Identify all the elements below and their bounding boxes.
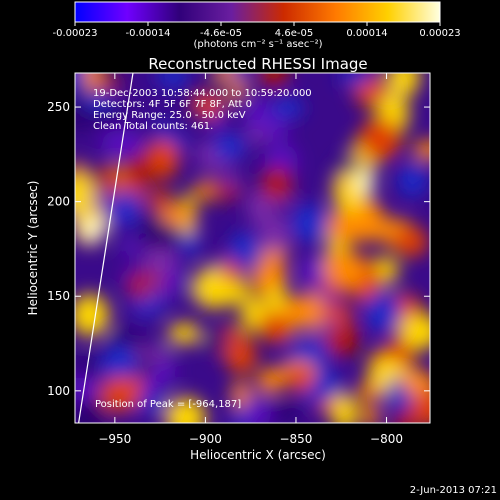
heatmap-blob xyxy=(142,243,178,277)
heatmap-blob xyxy=(120,238,140,256)
peak-position-label: Position of Peak = [-964,187] xyxy=(95,399,241,410)
heatmap-blob xyxy=(399,313,430,350)
heatmap-blob xyxy=(260,166,293,201)
heatmap-blob xyxy=(103,344,140,385)
heatmap-blob xyxy=(75,293,110,337)
x-tick-label: −900 xyxy=(189,432,222,446)
heatmap-blob xyxy=(240,395,272,423)
heatmap-blob xyxy=(268,116,288,143)
heatmap-blob xyxy=(259,215,291,253)
heatmap-blob xyxy=(212,132,247,162)
heatmap-image xyxy=(75,73,430,423)
colorbar xyxy=(74,1,441,23)
heatmap-blob xyxy=(397,163,428,197)
heatmap-blob xyxy=(167,322,201,345)
y-axis-label: Heliocentric Y (arcsec) xyxy=(26,181,40,316)
heatmap-blob xyxy=(256,367,285,394)
heatmap-blob xyxy=(358,381,377,403)
heatmap-blob xyxy=(207,276,250,306)
heatmap-blob xyxy=(99,376,142,412)
colorbar-tick-label: -0.00023 xyxy=(52,28,98,39)
heatmap-blob xyxy=(401,371,430,395)
heatmap-blob xyxy=(258,73,289,88)
heatmap-bright-spot xyxy=(354,170,375,195)
y-tick-label: 150 xyxy=(47,289,70,303)
heatmap-blob xyxy=(266,285,288,315)
heatmap-blob xyxy=(337,73,375,86)
annotation-energy: Energy Range: 25.0 - 50.0 keV xyxy=(93,110,246,121)
colorbar-tick-label: -4.6e-05 xyxy=(200,28,242,39)
y-tick-label: 200 xyxy=(47,195,70,209)
heatmap-blob xyxy=(165,397,206,423)
heatmap-blob xyxy=(153,120,171,142)
x-tick-label: −800 xyxy=(370,432,403,446)
heatmap-blob xyxy=(229,231,261,271)
heatmap-blob xyxy=(286,366,314,392)
x-tick-label: −850 xyxy=(279,432,312,446)
heatmap-blob xyxy=(160,204,194,226)
y-axis-ticks: 100 150 200 250 xyxy=(47,100,430,398)
heatmap-blob xyxy=(113,188,141,228)
heatmap-blob xyxy=(75,399,109,423)
x-axis-ticks: −950 −900 −850 −800 xyxy=(98,73,403,446)
heatmap-blob xyxy=(99,75,122,92)
heatmap-blob xyxy=(151,361,176,385)
heatmap-blob xyxy=(75,370,99,406)
heatmap-blob xyxy=(393,226,429,258)
heatmap-blob xyxy=(245,97,272,133)
heatmap-blob xyxy=(84,73,103,93)
x-tick-label: −950 xyxy=(98,432,131,446)
colorbar-tick-label: 0.00014 xyxy=(346,28,388,39)
heatmap-blob xyxy=(321,251,352,283)
heatmap-blob xyxy=(133,396,168,413)
heatmap-blob xyxy=(247,189,271,226)
heatmap-blob xyxy=(332,392,358,423)
colorbar-tick-label: 4.6e-05 xyxy=(274,28,314,39)
y-tick-label: 250 xyxy=(47,100,70,114)
heatmap-bright-spot xyxy=(84,219,103,241)
heatmap-blob xyxy=(358,118,401,161)
colorbar-unit-label: (photons cm⁻² s⁻¹ asec⁻²) xyxy=(193,39,323,50)
heatmap-blob xyxy=(106,330,144,348)
plot-frame xyxy=(74,72,431,424)
heatmap-blob xyxy=(75,355,97,380)
heatmap-blob xyxy=(364,292,402,334)
chart-title: Reconstructed RHESSI Image xyxy=(148,55,368,73)
footer-date: 2-Jun-2013 07:21 xyxy=(409,485,497,496)
heatmap-blob xyxy=(222,263,243,283)
heatmap-blob xyxy=(201,333,234,351)
heatmap-blob xyxy=(122,156,156,184)
heatmap-blob xyxy=(412,140,430,160)
annotation-counts: Clean Total counts: 461. xyxy=(93,121,213,132)
heatmap-blob xyxy=(156,73,190,88)
colorbar-tick-label: 0.00023 xyxy=(419,28,461,39)
heatmap-blob xyxy=(270,96,304,120)
x-axis-label: Heliocentric X (arcsec) xyxy=(190,448,326,462)
heatmap-blob xyxy=(290,203,328,243)
heatmap-blob xyxy=(283,294,323,326)
annotation-detectors: Detectors: 4F 5F 6F 7F 8F, Att 0 xyxy=(93,99,252,110)
heatmap-blob xyxy=(388,73,420,98)
annotation-time: 19-Dec-2003 10:58:44.000 to 10:59:20.000 xyxy=(93,88,312,99)
y-tick-label: 100 xyxy=(47,384,70,398)
heatmap-blob xyxy=(361,404,380,423)
heatmap-blob xyxy=(81,90,116,111)
heatmap-blob xyxy=(143,281,163,301)
colorbar-tick-label: -0.00014 xyxy=(125,28,171,39)
heatmap-blob xyxy=(362,199,380,218)
heatmap-blob xyxy=(219,172,241,190)
solar-limb-line xyxy=(78,73,134,423)
colorbar-tickmarks xyxy=(74,22,441,26)
heatmap-blob xyxy=(231,73,250,83)
heatmap-blob xyxy=(92,168,118,193)
heatmap-blob xyxy=(75,173,95,213)
heatmap-blob xyxy=(201,78,236,100)
